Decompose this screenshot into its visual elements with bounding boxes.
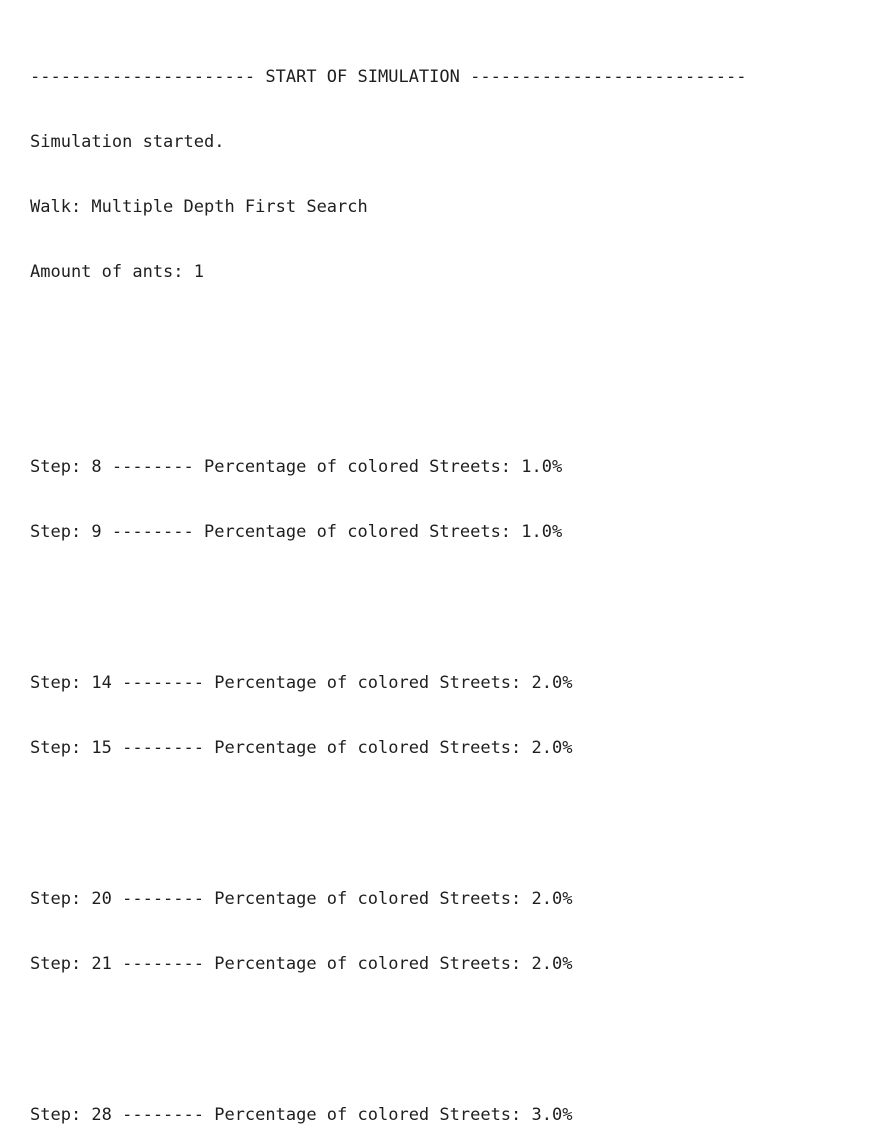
step-line: Step: 8 -------- Percentage of colored S… (30, 457, 563, 477)
ants-line: Amount of ants: 1 (30, 262, 204, 282)
step-line: Step: 28 -------- Percentage of colored … (30, 1105, 573, 1125)
simulation-header: ---------------------- START OF SIMULATI… (30, 67, 747, 87)
step-line: Step: 20 -------- Percentage of colored … (30, 889, 573, 909)
console-output: ---------------------- START OF SIMULATI… (30, 25, 870, 1128)
spacer (30, 1017, 870, 1043)
step-line: Step: 21 -------- Percentage of colored … (30, 954, 573, 974)
spacer (30, 585, 870, 611)
walk-line: Walk: Multiple Depth First Search (30, 197, 368, 217)
spacer (30, 801, 870, 827)
simulation-started-line: Simulation started. (30, 132, 225, 152)
step-line: Step: 14 -------- Percentage of colored … (30, 673, 573, 693)
spacer (30, 345, 870, 395)
step-line: Step: 15 -------- Percentage of colored … (30, 738, 573, 758)
step-line: Step: 9 -------- Percentage of colored S… (30, 522, 563, 542)
